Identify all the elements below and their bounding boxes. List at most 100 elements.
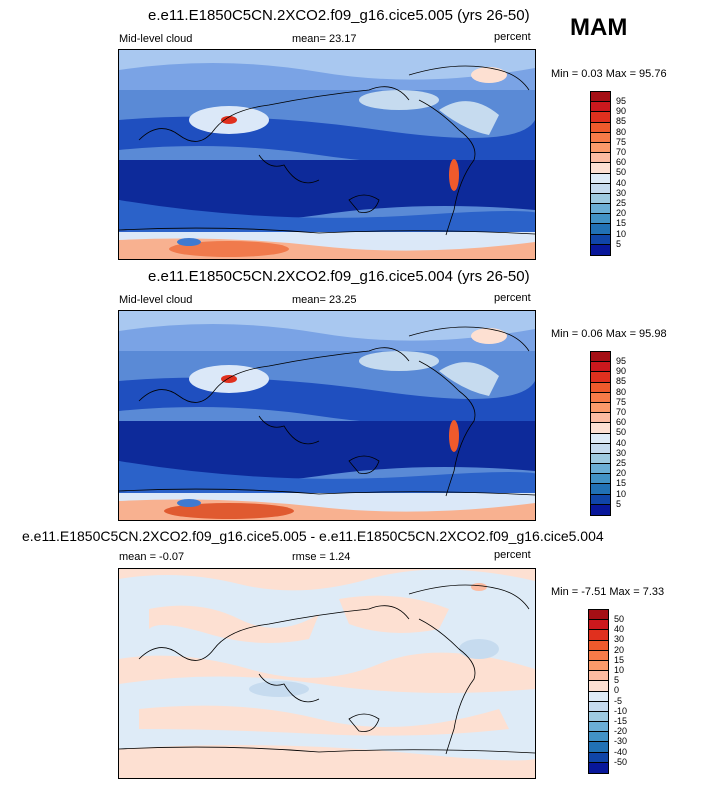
- cbar2-swatch: [591, 382, 610, 393]
- cbar2-tick: 75: [616, 397, 627, 407]
- cbar3-swatch: [589, 722, 608, 733]
- cbar1-swatch: [591, 142, 610, 154]
- cbar2-swatch: [591, 453, 610, 465]
- cbar3-swatch: [589, 711, 608, 723]
- cbar3-tick: 5: [614, 675, 620, 685]
- cbar2-swatch: [591, 362, 610, 373]
- cbar3-swatch: [589, 681, 608, 692]
- cbar3-swatch: [589, 701, 608, 712]
- cbar1-tick: 70: [616, 147, 627, 157]
- panel2-map: [118, 310, 536, 521]
- cbar2-tick: 80: [616, 387, 627, 397]
- cbar2-swatch: [591, 402, 610, 414]
- cbar2-swatch: [591, 474, 610, 485]
- cbar1-tick: 40: [616, 178, 627, 188]
- cbar2-swatch: [591, 423, 610, 434]
- cbar1-swatch: [591, 183, 610, 194]
- cbar1-tick: 75: [616, 137, 627, 147]
- cbar3-tick: -50: [614, 757, 628, 767]
- cbar3-swatch: [589, 732, 608, 743]
- panel3-title: e.e11.E1850C5CN.2XCO2.f09_g16.cice5.005 …: [22, 528, 604, 544]
- panel2-mean: mean= 23.25: [292, 294, 357, 306]
- cbar2-swatch: [591, 352, 610, 363]
- cbar2-tick: 25: [616, 458, 627, 468]
- cbar1-swatch: [591, 132, 610, 143]
- cbar2-tick: 90: [616, 366, 627, 376]
- cbar2-swatch: [591, 372, 610, 383]
- cbar2-swatch: [591, 484, 610, 495]
- cbar1-tick: 15: [616, 218, 627, 228]
- panel2-minmax: Min = 0.06 Max = 95.98: [551, 328, 667, 340]
- panel3-rmse: rmse = 1.24: [292, 551, 351, 563]
- season-label: MAM: [570, 14, 628, 41]
- cbar3-tick: -15: [614, 716, 628, 726]
- cbar1-swatch: [591, 122, 610, 133]
- cbar3-tick: 30: [614, 634, 625, 644]
- panel3-mean: mean = -0.07: [119, 551, 185, 563]
- cbar1-swatch: [591, 224, 610, 235]
- panel1-title: e.e11.E1850C5CN.2XCO2.f09_g16.cice5.005 …: [148, 7, 530, 24]
- cbar1-tick: 80: [616, 127, 627, 137]
- cbar2-tick: 85: [616, 376, 627, 386]
- cbar3-swatch: [589, 620, 608, 631]
- cbar1-swatch: [591, 193, 610, 205]
- cbar3-tick: 0: [614, 685, 620, 695]
- cbar3-tick: 20: [614, 645, 625, 655]
- cbar1-swatch: [591, 163, 610, 174]
- cbar2-tick: 40: [616, 438, 627, 448]
- panel1-mean: mean= 23.17: [292, 33, 357, 45]
- cbar3-tick: -30: [614, 736, 628, 746]
- cbar3-tick: 15: [614, 655, 625, 665]
- cbar3-tick: -20: [614, 726, 628, 736]
- cbar2-tick: 50: [616, 427, 627, 437]
- cbar1-tick: 10: [616, 229, 627, 239]
- cbar3-tick: 40: [614, 624, 625, 634]
- cbar3-swatch: [589, 630, 608, 641]
- panel2-colorbar: [590, 351, 611, 516]
- cbar2-swatch: [591, 494, 610, 505]
- cbar2-tick: 30: [616, 448, 627, 458]
- cbar1-swatch: [591, 244, 610, 255]
- panel1-minmax: Min = 0.03 Max = 95.76: [551, 68, 667, 80]
- cbar1-tick: 50: [616, 167, 627, 177]
- cbar3-tick: -5: [614, 696, 623, 706]
- cbar3-swatch: [589, 660, 608, 672]
- cbar3-tick: -10: [614, 706, 628, 716]
- panel1-units: percent: [494, 31, 531, 43]
- cbar3-swatch: [589, 762, 608, 773]
- cbar3-swatch: [589, 640, 608, 651]
- panel3-minmax: Min = -7.51 Max = 7.33: [551, 586, 665, 598]
- cbar3-tick: -40: [614, 747, 628, 757]
- cbar1-swatch: [591, 153, 610, 164]
- cbar1-swatch: [591, 112, 610, 123]
- cbar1-tick: 20: [616, 208, 627, 218]
- cbar1-swatch: [591, 234, 610, 245]
- cbar1-tick: 30: [616, 188, 627, 198]
- cbar3-tick: 10: [614, 665, 625, 675]
- cbar1-tick: 5: [616, 239, 622, 249]
- cbar3-swatch: [589, 650, 608, 661]
- panel3-colorbar: [588, 609, 609, 774]
- panel1-map: [118, 49, 536, 260]
- cbar1-swatch: [591, 204, 610, 215]
- cbar2-tick: 20: [616, 468, 627, 478]
- cbar1-tick: 25: [616, 198, 627, 208]
- panel3-map: [118, 568, 536, 779]
- cbar3-swatch: [589, 610, 608, 621]
- panel1-variable-label: Mid-level cloud: [119, 33, 193, 45]
- panel2-variable-label: Mid-level cloud: [119, 294, 193, 306]
- cbar1-tick: 90: [616, 106, 627, 116]
- panel1-colorbar: [590, 91, 611, 256]
- cbar2-swatch: [591, 443, 610, 454]
- cbar2-tick: 5: [616, 499, 622, 509]
- cbar2-tick: 95: [616, 356, 627, 366]
- cbar1-tick: 60: [616, 157, 627, 167]
- cbar3-swatch: [589, 742, 608, 753]
- cbar2-tick: 15: [616, 478, 627, 488]
- cbar3-tick: 50: [614, 614, 625, 624]
- cbar1-swatch: [591, 214, 610, 225]
- cbar1-swatch: [591, 92, 610, 103]
- cbar2-tick: 70: [616, 407, 627, 417]
- cbar2-tick: 60: [616, 417, 627, 427]
- cbar1-tick: 85: [616, 116, 627, 126]
